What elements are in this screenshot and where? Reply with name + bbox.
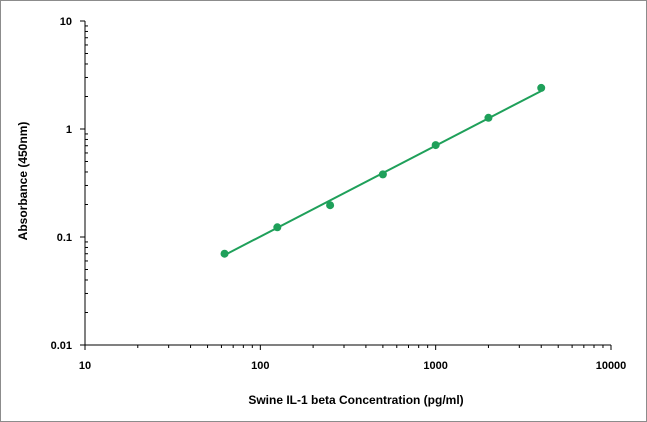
x-tick-label: 1000 <box>423 360 447 372</box>
data-point <box>484 113 493 122</box>
x-tick-label: 10000 <box>596 360 627 372</box>
tick-labels: 10 100 1000 10000 0.01 0.1 1 10 <box>51 16 627 372</box>
data-point <box>273 223 282 232</box>
data-point <box>220 249 229 258</box>
y-tick-label: 0.01 <box>51 340 72 352</box>
y-tick-label: 0.1 <box>57 232 72 244</box>
data-point <box>431 141 440 150</box>
axes <box>84 21 611 346</box>
data-point <box>326 201 335 210</box>
x-tick-label: 100 <box>251 360 269 372</box>
x-axis-title: Swine IL-1 beta Concentration (pg/ml) <box>248 393 463 407</box>
data-point <box>378 170 387 179</box>
y-tick-label: 10 <box>60 16 72 28</box>
data-points <box>220 83 546 258</box>
y-axis-title: Absorbance (450nm) <box>16 122 30 241</box>
ticks <box>80 20 612 350</box>
y-tick-label: 1 <box>66 124 72 136</box>
data-point <box>537 83 546 92</box>
x-tick-label: 10 <box>79 360 91 372</box>
